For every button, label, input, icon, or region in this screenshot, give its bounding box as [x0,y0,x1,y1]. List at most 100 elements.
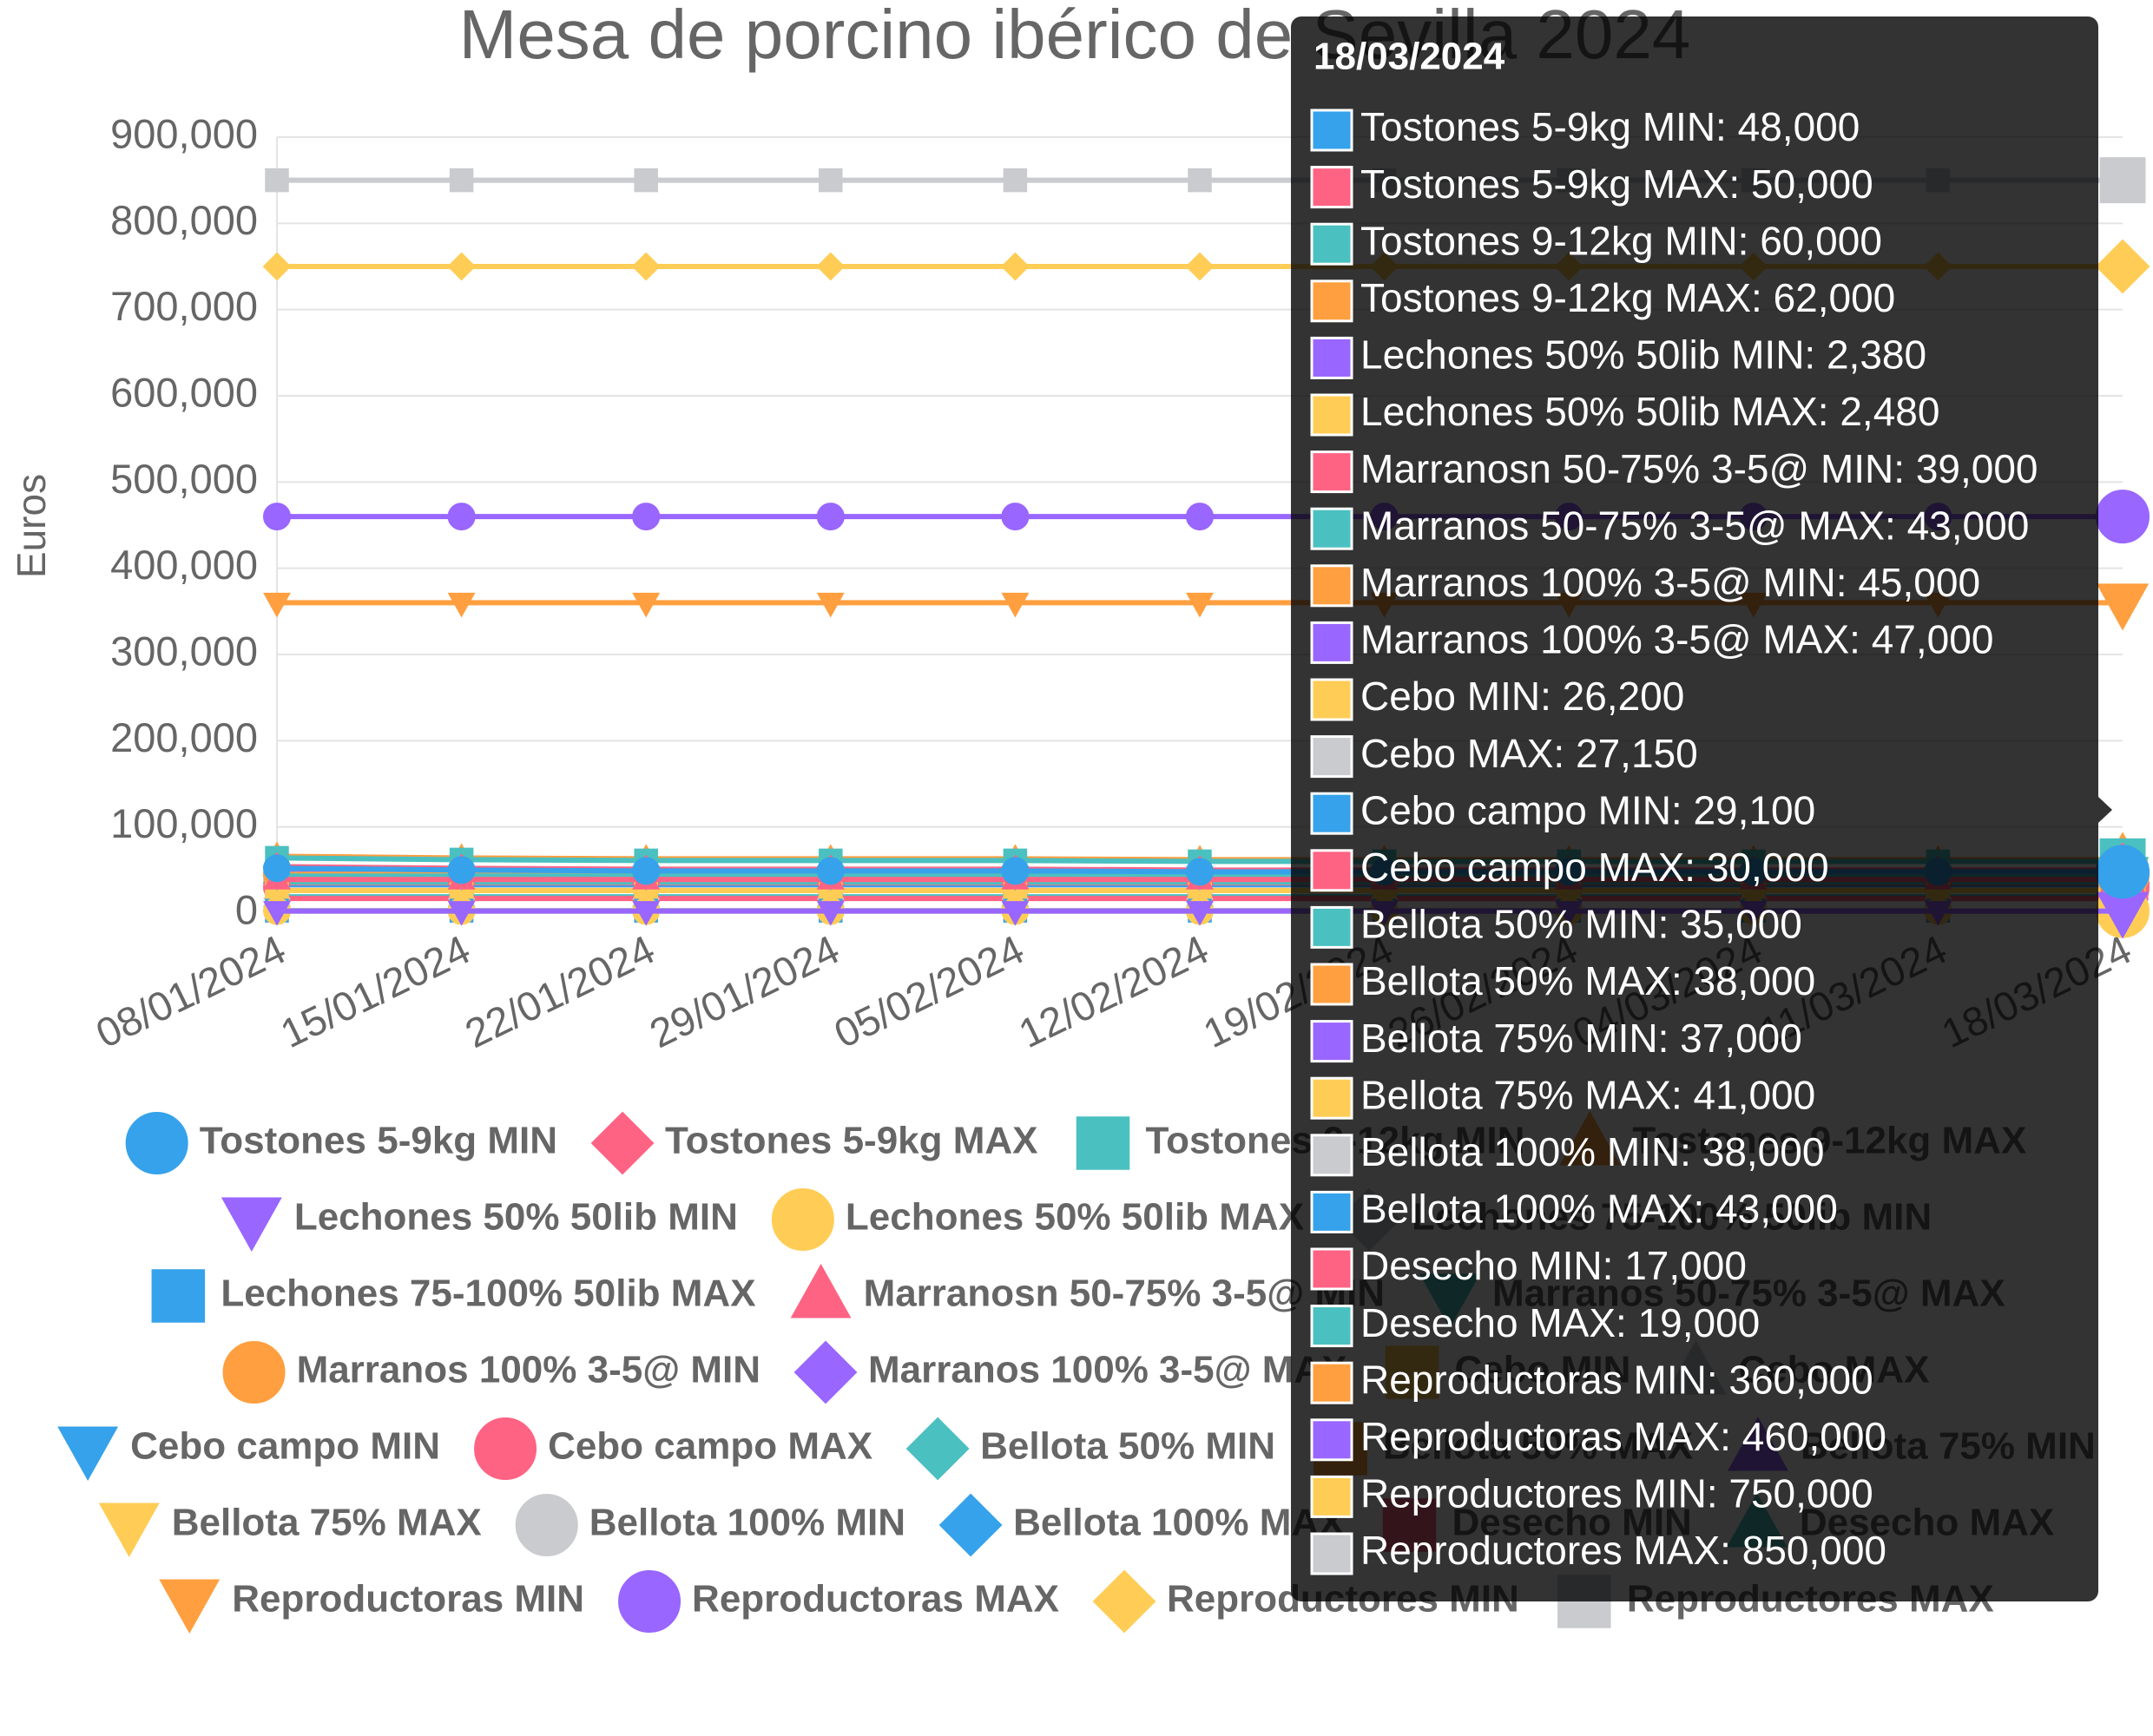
data-point [1001,901,1030,926]
tooltip-item: Tostones 5-9kg MAX: 50,000 [1360,161,1873,207]
data-point [1000,252,1030,281]
tooltip-swatch [1310,1076,1353,1120]
tooltip-swatch [1310,1361,1353,1404]
data-point [1001,592,1030,618]
tooltip-title: 18/03/2024 [1314,36,1505,78]
tooltip-swatch [1310,1190,1353,1233]
tooltip-item: Bellota 50% MAX: 38,000 [1360,958,1815,1003]
data-point [1186,503,1214,531]
data-point [265,168,289,193]
data-point [632,857,661,885]
tooltip-item: Marranos 100% 3-5@ MIN: 45,000 [1360,560,1980,605]
tooltip-swatch [1310,1418,1353,1462]
tooltip-item: Cebo MAX: 27,150 [1360,731,1698,776]
tooltip-swatch [1310,849,1353,892]
data-point [1188,168,1212,193]
data-point [816,252,846,281]
legend-marker [618,1570,681,1633]
legend-label: Tostones 5-9kg MIN [200,1120,557,1162]
legend-item: Bellota 75% MAX [98,1502,482,1558]
legend-label: Bellota 100% MIN [589,1502,905,1544]
data-point [2095,239,2150,294]
legend-marker [1092,1569,1156,1634]
tooltip-swatch [1310,678,1353,721]
legend-item: Reproductoras MIN [159,1578,584,1634]
data-point [632,901,661,926]
legend-marker [771,1188,834,1251]
tooltip-swatch [1310,564,1353,608]
x-tick-label: 22/01/2024 [458,926,662,1057]
tooltip-item: Lechones 50% 50lib MAX: 2,480 [1360,389,1939,434]
tooltip-swatch [1310,108,1353,152]
data-point [1186,901,1214,926]
tooltip-item: Bellota 75% MIN: 37,000 [1360,1016,1802,1061]
legend-marker [793,1340,858,1404]
legend-marker [1076,1116,1130,1170]
legend-marker [57,1426,119,1482]
data-point [634,168,658,193]
tooltip-swatch [1310,507,1353,550]
data-point [447,252,477,281]
tooltip-swatch [1310,792,1353,835]
legend-marker [125,1112,188,1174]
legend-label: Reproductoras MIN [232,1578,584,1621]
legend-label: Cebo campo MAX [548,1425,872,1468]
y-tick-label: 200,000 [110,714,258,760]
legend-marker [159,1579,221,1634]
data-point [816,901,845,926]
y-tick-label: 500,000 [110,456,258,502]
tooltip-swatch [1310,963,1353,1006]
legend-label: Lechones 50% 50lib MIN [294,1196,738,1239]
legend-label: Bellota 100% MAX [1013,1502,1344,1544]
legend-item: Lechones 50% 50lib MIN [221,1196,738,1253]
tooltip-item: Cebo campo MIN: 29,100 [1360,787,1815,832]
legend-label: Lechones 50% 50lib MAX [846,1196,1304,1239]
legend-item: Lechones 50% 50lib MAX [771,1188,1304,1251]
tooltip-item: Bellota 50% MIN: 35,000 [1360,902,1802,947]
tooltip-item: Reproductores MAX: 850,000 [1360,1528,1886,1573]
tooltip-item: Marranosn 50-75% 3-5@ MIN: 39,000 [1360,446,2038,491]
data-point [263,854,291,883]
data-point [1001,503,1030,531]
data-point [816,592,845,618]
tooltip-item: Tostones 5-9kg MIN: 48,000 [1360,104,1860,149]
legend-item: Cebo campo MIN [57,1425,440,1482]
tooltip-swatch [1310,450,1353,494]
tooltip-swatch [1310,905,1353,949]
legend-item: Bellota 100% MIN [515,1494,905,1556]
legend-marker [151,1269,206,1323]
tooltip-swatch [1310,1475,1353,1518]
tooltip-item: Cebo campo MAX: 30,000 [1360,845,1829,890]
y-tick-label: 400,000 [110,542,258,588]
legend-marker [98,1503,160,1558]
tooltip-item: Marranos 50-75% 3-5@ MAX: 43,000 [1360,503,2029,548]
tooltip-swatch [1310,166,1353,209]
x-tick-label: 12/02/2024 [1011,926,1215,1057]
tooltip-item: Reproductores MIN: 750,000 [1360,1471,1873,1516]
legend-item: Bellota 100% MAX [938,1493,1345,1557]
legend-label: Bellota 50% MIN [980,1425,1275,1468]
y-tick-label: 800,000 [110,197,258,243]
legend-item: Marranos 100% 3-5@ MIN [222,1341,760,1404]
data-point [1185,252,1215,281]
tooltip-item: Bellota 100% MIN: 38,000 [1360,1129,1824,1174]
legend-marker [515,1494,578,1556]
data-point [1186,858,1214,886]
data-point [632,503,661,531]
data-point [447,856,476,884]
legend-item: Lechones 75-100% 50lib MAX [151,1269,756,1323]
y-tick-label: 0 [235,886,258,932]
legend-marker [905,1417,970,1481]
legend-label: Cebo campo MIN [130,1425,440,1468]
data-point [449,168,474,193]
data-point [263,592,291,618]
tooltip-caret [2098,797,2112,823]
data-point [2096,845,2150,899]
data-point [447,592,476,618]
tooltip-item: Tostones 9-12kg MIN: 60,000 [1360,218,1882,263]
tooltip-swatch [1310,1532,1353,1575]
legend-label: Tostones 5-9kg MAX [665,1120,1037,1162]
y-tick-label: 900,000 [110,110,258,156]
tooltip-item: Cebo MIN: 26,200 [1360,674,1684,719]
